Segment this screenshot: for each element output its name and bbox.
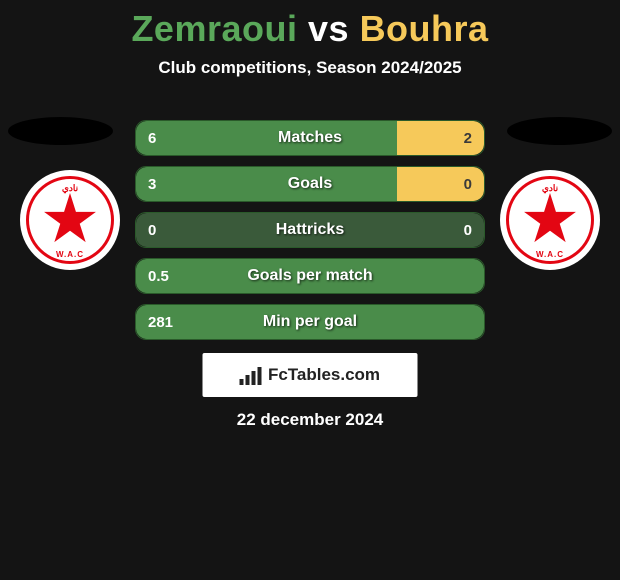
- star-icon: [43, 193, 97, 247]
- bar-chart-icon: [240, 365, 262, 385]
- club-logo-right: نادي W.A.C: [500, 170, 600, 270]
- stat-row: 0.5Goals per match: [135, 258, 485, 294]
- logo-text-bottom: W.A.C: [56, 250, 84, 259]
- stat-label: Matches: [136, 129, 484, 147]
- logo-text-top: نادي: [542, 183, 558, 194]
- club-logo-left: نادي W.A.C: [20, 170, 120, 270]
- logo-text-top: نادي: [62, 183, 78, 194]
- shadow-right: [507, 117, 612, 145]
- player-right-name: Bouhra: [360, 8, 489, 49]
- stat-row: 281Min per goal: [135, 304, 485, 340]
- comparison-title: Zemraoui vs Bouhra: [0, 0, 620, 50]
- shadow-left: [8, 117, 113, 145]
- player-left-name: Zemraoui: [131, 8, 297, 49]
- date-text: 22 december 2024: [0, 410, 620, 430]
- title-vs: vs: [308, 8, 349, 49]
- logo-text-bottom: W.A.C: [536, 250, 564, 259]
- subtitle: Club competitions, Season 2024/2025: [0, 58, 620, 78]
- stat-row: 00Hattricks: [135, 212, 485, 248]
- stat-label: Goals per match: [136, 267, 484, 285]
- watermark: FcTables.com: [203, 353, 418, 397]
- stat-label: Hattricks: [136, 221, 484, 239]
- stat-row: 30Goals: [135, 166, 485, 202]
- stat-label: Goals: [136, 175, 484, 193]
- stat-label: Min per goal: [136, 313, 484, 331]
- watermark-text: FcTables.com: [268, 365, 380, 385]
- stat-row: 62Matches: [135, 120, 485, 156]
- club-logo-left-inner: نادي W.A.C: [26, 176, 114, 264]
- club-logo-right-inner: نادي W.A.C: [506, 176, 594, 264]
- stat-bars-container: 62Matches 30Goals 00Hattricks 0.5Goals per …: [135, 120, 485, 350]
- star-icon: [523, 193, 577, 247]
